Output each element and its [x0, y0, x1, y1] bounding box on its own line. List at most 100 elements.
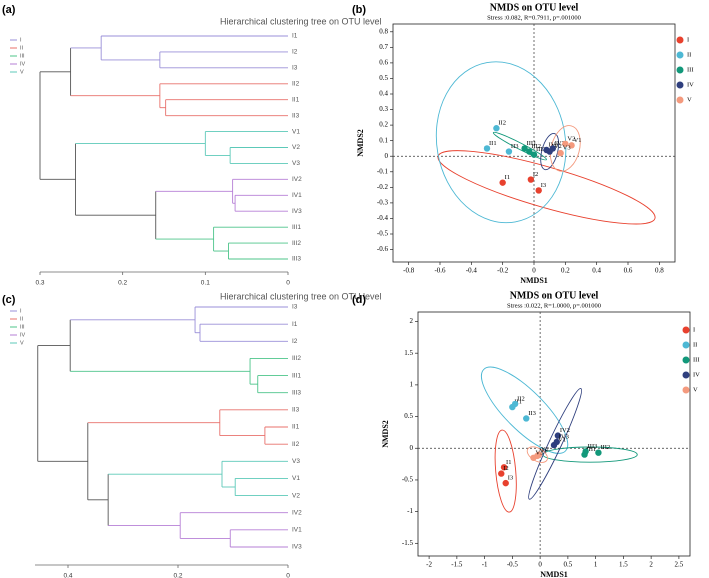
legend-label: V	[687, 96, 692, 103]
point-label: IV2	[560, 427, 570, 434]
y-tick-label: -0.2	[377, 183, 389, 191]
confidence-ellipse	[481, 366, 569, 454]
legend-marker	[682, 371, 690, 379]
data-point	[557, 149, 564, 157]
y-tick-label: 1.5	[404, 349, 413, 357]
leaf-label: II2	[292, 81, 300, 88]
x-tick-label: 0.6	[624, 267, 633, 275]
leaf-label: I2	[292, 338, 298, 345]
x-tick-label: -1.5	[451, 561, 463, 569]
leaf-label: III3	[292, 256, 301, 263]
leaf-label: I2	[292, 49, 298, 56]
x-tick-label: 0	[286, 280, 290, 287]
data-point	[530, 454, 537, 461]
legend-marker	[682, 356, 690, 364]
data-point	[483, 145, 491, 152]
point-label: V1	[539, 447, 547, 454]
leaf-label: II1	[292, 96, 300, 103]
y-tick-label: -0.5	[377, 230, 389, 238]
x-tick-label: 2	[649, 561, 653, 569]
point-label: III2	[531, 143, 541, 150]
point-label: V2	[541, 446, 549, 453]
x-tick-label: 1	[594, 561, 598, 569]
leaf-label: IV2	[292, 509, 302, 516]
point-label: III2	[600, 444, 610, 451]
legend-label: I	[687, 36, 689, 43]
legend-marker	[676, 96, 684, 104]
point-label: II3	[528, 410, 536, 417]
data-point	[500, 464, 508, 471]
x-tick-label: 0.5	[564, 561, 573, 569]
chart-title: Hierarchical clustering tree on OTU leve…	[220, 16, 382, 26]
leaf-label: I3	[292, 65, 298, 72]
legend-label: V	[20, 69, 24, 75]
x-tick-label: 0.8	[655, 267, 664, 275]
y-tick-label: 0.6	[379, 58, 388, 66]
x-tick-label: 0.2	[173, 573, 182, 578]
panel-label: (c)	[2, 294, 16, 306]
x-tick-label: 0	[286, 573, 290, 578]
leaf-label: V1	[292, 475, 300, 482]
point-label: II1	[489, 140, 497, 147]
confidence-ellipse	[492, 131, 547, 161]
y-tick-label: 0.7	[379, 43, 388, 51]
x-tick-label: -0.5	[507, 561, 519, 569]
legend-label: I	[20, 37, 22, 43]
x-axis-label: NMDS1	[540, 570, 568, 578]
leaf-label: II3	[292, 112, 300, 119]
y-tick-label: 0.8	[379, 27, 388, 35]
point-label: III1	[587, 446, 597, 453]
legend-label: IV	[20, 61, 26, 67]
y-axis-label: NMDS2	[381, 420, 390, 448]
legend-label: IV	[693, 371, 700, 378]
leaf-label: IV3	[292, 208, 302, 215]
legend-label: II	[20, 45, 24, 51]
point-label: III3	[536, 146, 546, 153]
point-label: IV3	[555, 140, 565, 147]
point-label: V2	[567, 135, 575, 142]
y-tick-label: 0.1	[379, 136, 388, 144]
point-label: II3	[511, 143, 519, 150]
point-label: III3	[588, 443, 598, 450]
leaf-label: III3	[292, 389, 301, 396]
point-label: IV2	[552, 143, 562, 150]
leaf-label: IV2	[292, 176, 302, 183]
point-label: I2	[503, 465, 508, 472]
x-axis-label: NMDS1	[520, 276, 548, 285]
legend-label: III	[693, 356, 700, 363]
point-label: I1	[506, 459, 511, 466]
y-axis-label: NMDS2	[356, 129, 365, 157]
y-tick-label: 0.4	[379, 90, 388, 98]
y-tick-label: 0.3	[379, 105, 388, 113]
data-point	[505, 148, 513, 155]
chart-title: NMDS on OTU level	[510, 290, 599, 301]
legend-marker	[676, 81, 684, 89]
x-tick-label: -0.2	[497, 267, 509, 275]
point-label: IV1	[549, 141, 559, 148]
x-tick-label: -0.4	[466, 267, 478, 275]
x-tick-label: 0.1	[201, 280, 210, 287]
chart-title: NMDS on OTU level	[490, 2, 579, 13]
legend-label: II	[687, 51, 691, 58]
x-tick-label: 0.3	[35, 280, 44, 287]
y-tick-label: 2	[410, 317, 414, 325]
x-tick-label: 0	[538, 561, 542, 569]
data-point	[549, 145, 556, 152]
x-tick-label: 0.2	[118, 280, 127, 287]
x-tick-label: 0	[532, 267, 536, 275]
legend-marker	[682, 341, 690, 349]
legend-label: II	[20, 316, 24, 322]
y-tick-label: 0.5	[404, 412, 413, 420]
data-point	[523, 415, 530, 422]
leaf-label: V2	[292, 492, 300, 499]
y-tick-label: -0.3	[377, 198, 389, 206]
y-tick-label: 0	[385, 152, 389, 160]
leaf-label: V3	[292, 458, 300, 465]
data-point	[521, 145, 528, 152]
data-point	[595, 449, 602, 456]
legend-label: IV	[20, 332, 26, 338]
data-point	[493, 125, 500, 132]
leaf-label: V3	[292, 160, 300, 167]
panel-label: (b)	[352, 4, 366, 16]
data-point	[502, 479, 509, 487]
